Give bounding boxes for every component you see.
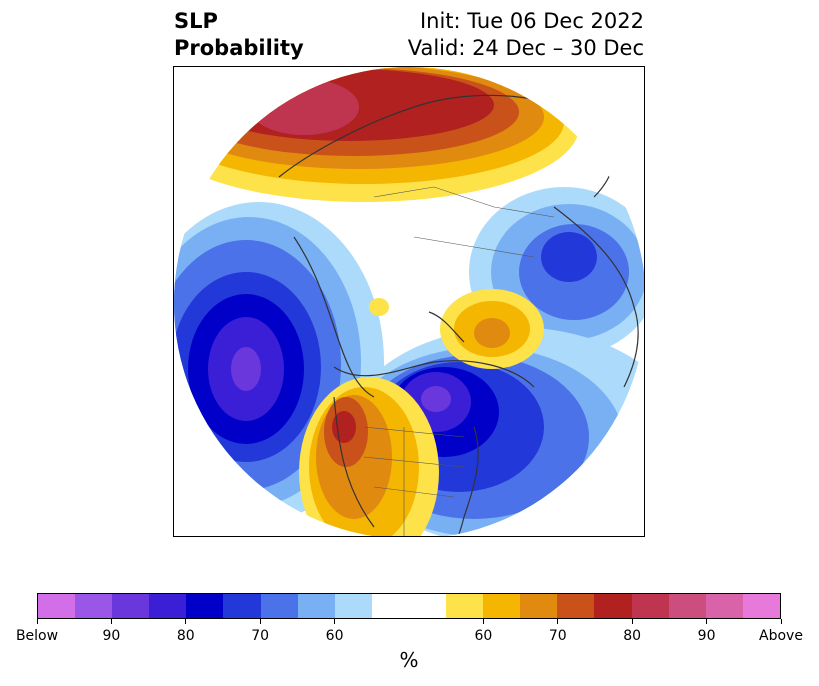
colorbar-segment — [186, 594, 224, 618]
map-title: SLP Probability — [174, 8, 304, 62]
colorbar-segment — [631, 594, 669, 618]
colorbar-tick-label: 70 — [251, 628, 270, 644]
colorbar-segment — [223, 594, 261, 618]
colorbar-tick — [482, 619, 484, 624]
colorbar-tick-label: 60 — [474, 628, 493, 644]
forecast-dates: Init: Tue 06 Dec 2022 Valid: 24 Dec – 30… — [408, 8, 644, 62]
map-canvas — [174, 67, 644, 536]
colorbar-unit: % — [399, 648, 419, 672]
borders — [363, 186, 555, 536]
colorbar-segment — [668, 594, 706, 618]
colorbar-tick — [259, 619, 261, 624]
colorbar-tick-label: 80 — [623, 628, 642, 644]
colorbar-tick — [36, 619, 38, 624]
colorbar-tick — [631, 619, 633, 624]
title-line-1: SLP — [174, 9, 218, 33]
colorbar-tick — [110, 619, 112, 624]
colorbar-segment — [260, 594, 298, 618]
colorbar-tick-label: Above — [759, 628, 803, 644]
colorbar-segment — [520, 594, 558, 618]
colorbar-tick-label: 90 — [697, 628, 716, 644]
colorbar-tick — [334, 619, 336, 624]
colorbar-tick — [780, 619, 782, 624]
valid-range: Valid: 24 Dec – 30 Dec — [407, 36, 644, 60]
colorbar-segment — [112, 594, 150, 618]
colorbar-segment — [594, 594, 632, 618]
colorbar-tick-label: 70 — [548, 628, 567, 644]
colorbar-tick — [706, 619, 708, 624]
colorbar — [37, 593, 781, 619]
colorbar-segment — [705, 594, 743, 618]
colorbar-tick — [185, 619, 187, 624]
colorbar-segment — [297, 594, 335, 618]
colorbar-segment — [334, 594, 372, 618]
colorbar-tick — [557, 619, 559, 624]
greenland-high-region — [440, 289, 544, 369]
colorbar-segment — [38, 594, 76, 618]
probability-map — [173, 66, 645, 537]
colorbar-segment — [371, 594, 409, 618]
colorbar-tick-label: Below — [15, 628, 59, 644]
arctic-high-spot — [369, 298, 389, 316]
colorbar-tick-label: 80 — [176, 628, 195, 644]
colorbar-segment — [742, 594, 780, 618]
colorbar-tick-label: 60 — [325, 628, 344, 644]
title-line-2: Probability — [174, 36, 304, 60]
init-date: Init: Tue 06 Dec 2022 — [419, 9, 644, 33]
colorbar-segment — [408, 594, 447, 618]
colorbar-tick-label: 90 — [102, 628, 121, 644]
eurasia-high-region — [174, 67, 579, 202]
colorbar-segment — [75, 594, 113, 618]
colorbar-segment — [557, 594, 595, 618]
colorbar-segment — [483, 594, 521, 618]
colorbar-segment — [446, 594, 484, 618]
colorbar-segment — [149, 594, 187, 618]
